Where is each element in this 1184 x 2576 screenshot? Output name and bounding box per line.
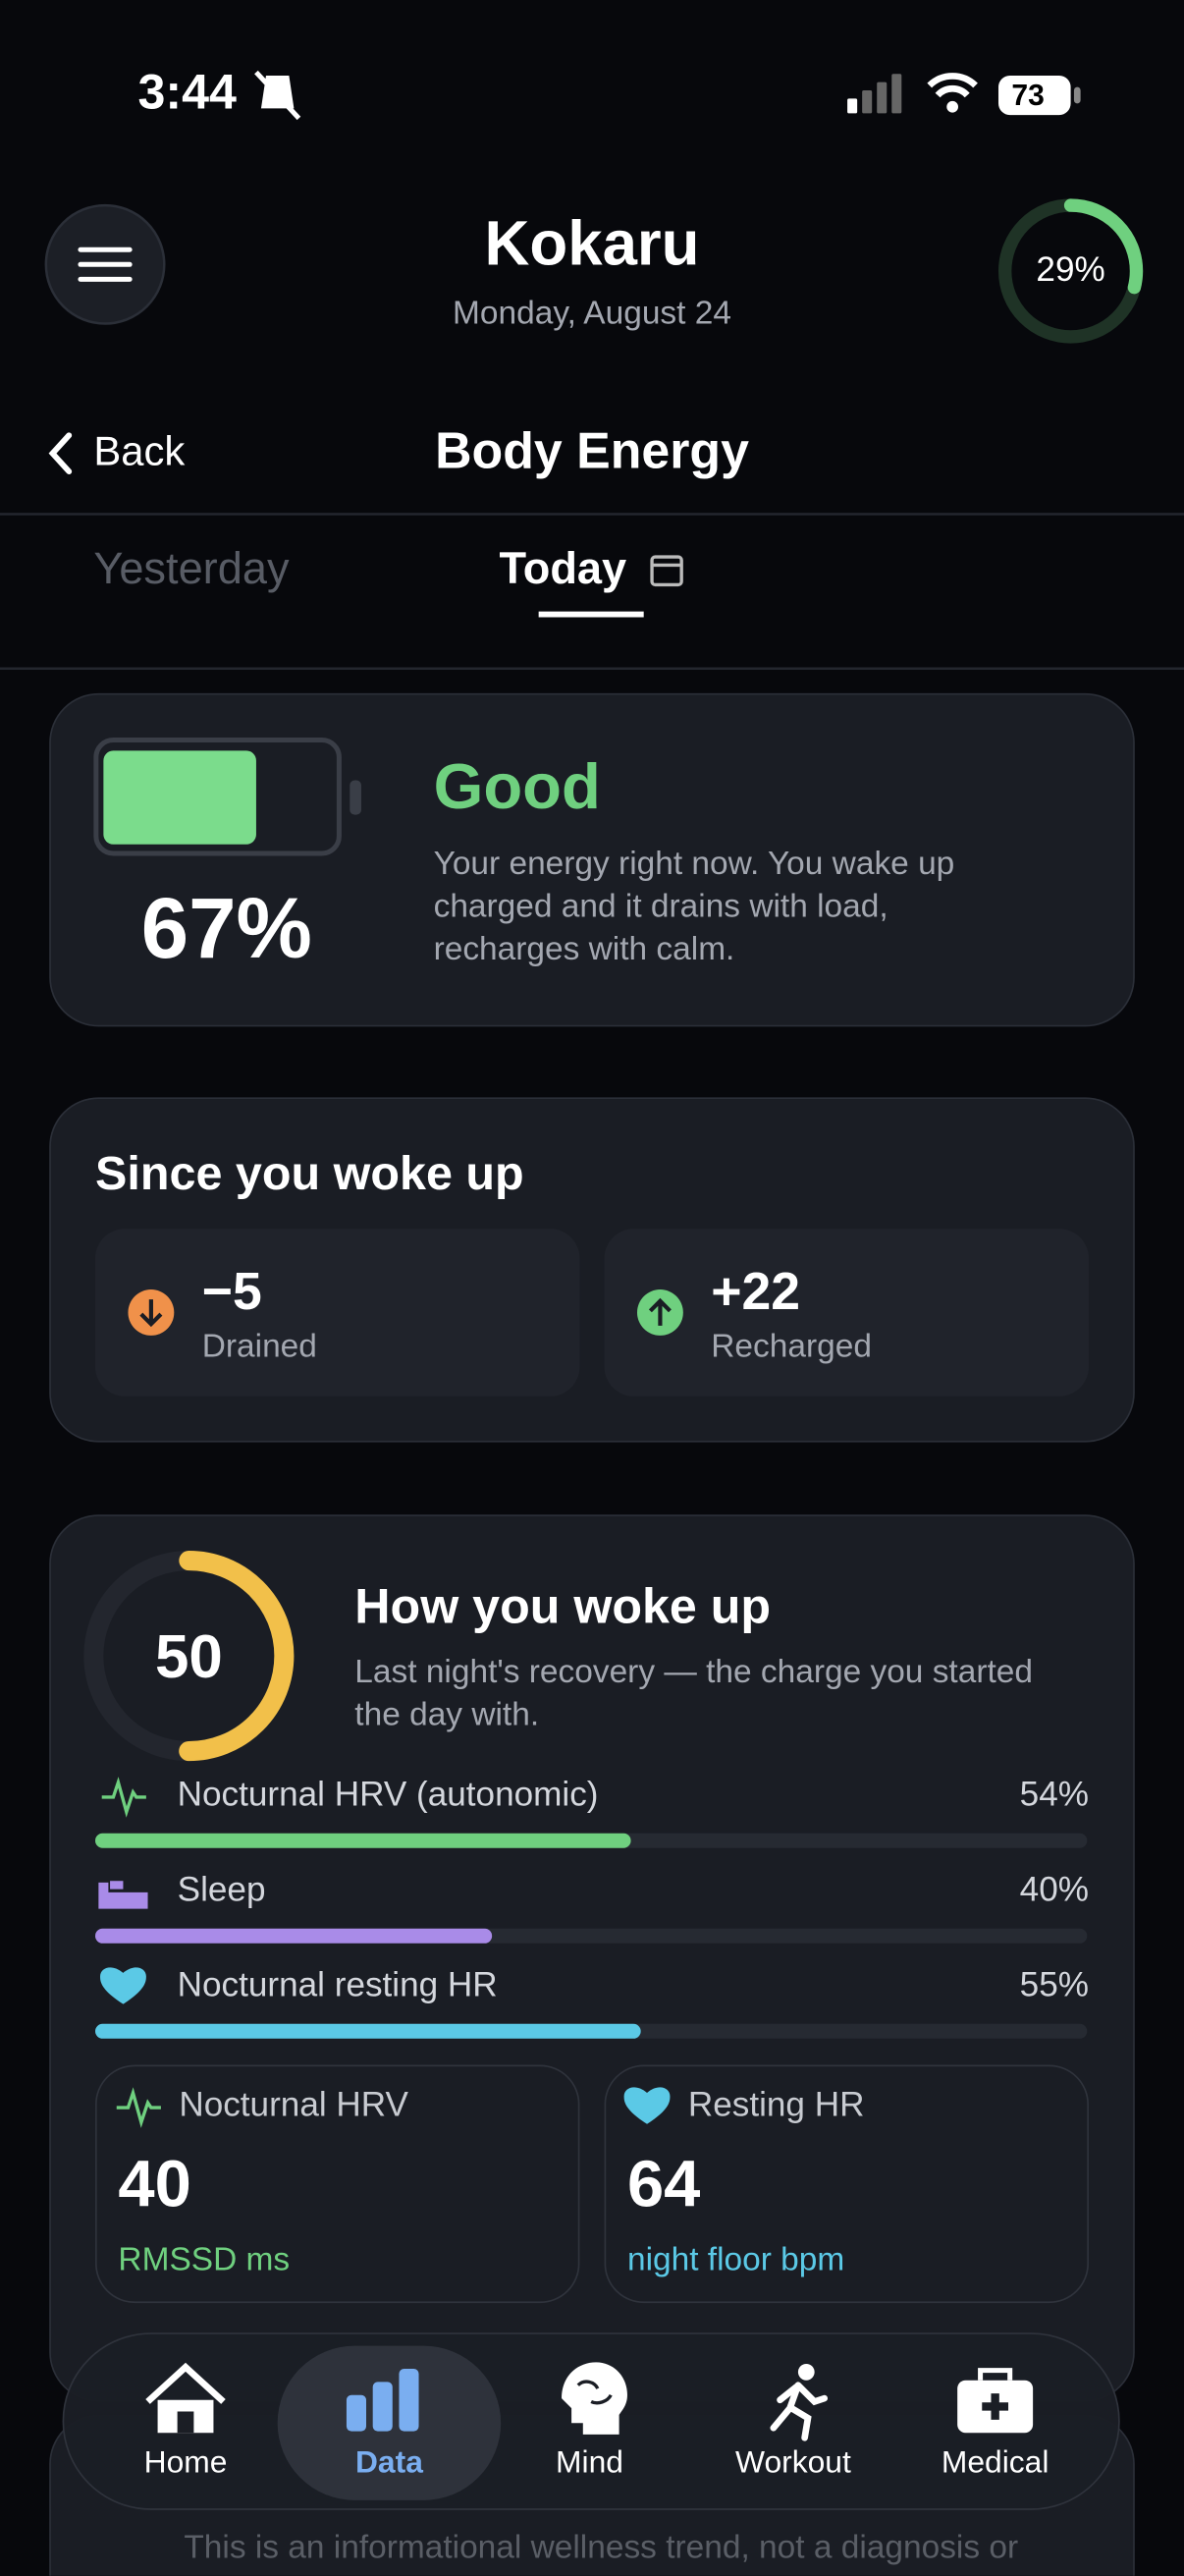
- tab-active[interactable]: Today: [499, 543, 627, 593]
- energy-description: Your energy right now. You wake up charg…: [433, 846, 955, 968]
- battery-percent: 67%: [140, 882, 312, 978]
- disclaimer: This is an informational wellness trend,…: [184, 2529, 1019, 2566]
- energy-status: Good: [433, 752, 601, 824]
- metric-value: 40: [118, 2148, 191, 2221]
- date: Monday, August 24: [453, 296, 731, 332]
- metric-label: Nocturnal HRV: [179, 2086, 408, 2124]
- tab[interactable]: Yesterday: [93, 543, 290, 593]
- status-time: 3:44: [137, 65, 237, 121]
- app-title: Kokaru: [484, 210, 700, 280]
- bar-fill: [95, 1833, 631, 1848]
- recharged-value: +22: [711, 1261, 801, 1321]
- drained-value: −5: [201, 1261, 262, 1321]
- pulse-icon: [116, 2087, 161, 2128]
- ring-label: 29%: [1036, 250, 1105, 290]
- metric-label: Resting HR: [687, 2086, 865, 2124]
- metric-unit: night floor bpm: [626, 2242, 845, 2279]
- factor-label: Sleep: [177, 1871, 266, 1909]
- status-battery: 73: [1011, 79, 1045, 112]
- wake-description: Last night's recovery — the charge you s…: [354, 1654, 1033, 1733]
- bed-icon: [98, 1881, 148, 1909]
- metric-tile: [95, 2064, 580, 2304]
- nav-item[interactable]: Home: [143, 2445, 228, 2481]
- recharged-tile: [604, 1229, 1089, 1397]
- battery-nub: [350, 780, 361, 815]
- wake-score: 50: [154, 1622, 223, 1691]
- ring-progress: [997, 198, 1144, 344]
- wake-card: [49, 1514, 1135, 2402]
- factor-value: 54%: [1019, 1776, 1089, 1814]
- nav-item[interactable]: Medical: [941, 2445, 1049, 2481]
- ring-progress: [83, 1551, 295, 1762]
- energy-card: [49, 692, 1135, 1027]
- battery-fill: [103, 750, 257, 845]
- factor-label: Nocturnal resting HR: [177, 1966, 498, 2004]
- card-title: How you woke up: [354, 1580, 772, 1635]
- metric-tile: [604, 2064, 1089, 2304]
- factor-value: 40%: [1019, 1871, 1089, 1909]
- drained-tile: [95, 1229, 580, 1397]
- bar-fill: [95, 2023, 641, 2039]
- metric-value: 64: [626, 2148, 701, 2221]
- recharged-label: Recharged: [711, 1329, 872, 1365]
- card-title: Since you woke up: [95, 1148, 524, 1201]
- factor-label: Nocturnal HRV (autonomic): [177, 1776, 599, 1814]
- screen-title: Body Energy: [435, 421, 749, 480]
- bar-fill: [95, 1928, 493, 1944]
- nav-item[interactable]: Mind: [556, 2445, 623, 2481]
- pulse-icon: [101, 1777, 146, 1818]
- drained-label: Drained: [201, 1329, 317, 1365]
- nav-item[interactable]: Data: [354, 2445, 423, 2481]
- factor-value: 55%: [1019, 1966, 1089, 2004]
- heart-icon: [100, 1967, 146, 2004]
- battery-outline: [93, 738, 342, 856]
- nav-item[interactable]: Workout: [735, 2445, 851, 2481]
- metric-unit: RMSSD ms: [118, 2242, 291, 2279]
- back-button[interactable]: Back: [93, 428, 186, 475]
